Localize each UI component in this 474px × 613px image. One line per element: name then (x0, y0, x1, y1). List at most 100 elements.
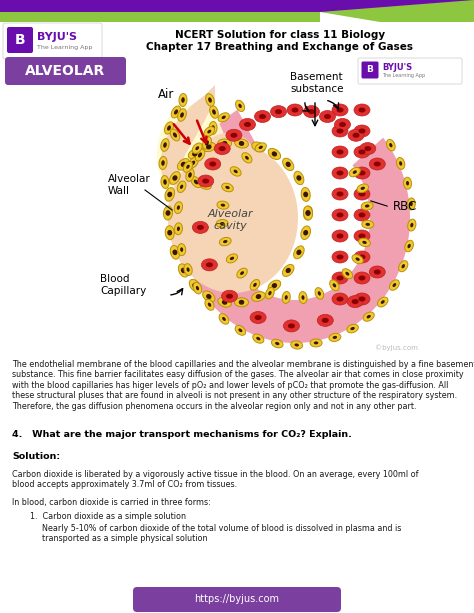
Ellipse shape (211, 125, 215, 131)
Ellipse shape (205, 299, 214, 310)
Ellipse shape (181, 268, 186, 273)
Text: ALVEOLAR: ALVEOLAR (25, 64, 105, 78)
Ellipse shape (329, 333, 341, 341)
Ellipse shape (255, 110, 271, 123)
Ellipse shape (206, 294, 211, 299)
Ellipse shape (161, 160, 165, 166)
Ellipse shape (173, 132, 177, 137)
Ellipse shape (195, 149, 205, 161)
Ellipse shape (239, 118, 255, 131)
Ellipse shape (183, 161, 192, 172)
Ellipse shape (202, 142, 216, 151)
FancyBboxPatch shape (3, 23, 102, 59)
Ellipse shape (303, 230, 308, 235)
Ellipse shape (217, 201, 229, 209)
Ellipse shape (353, 170, 357, 174)
Ellipse shape (240, 271, 244, 275)
Ellipse shape (268, 280, 281, 291)
Ellipse shape (170, 129, 180, 141)
Ellipse shape (322, 318, 329, 323)
Ellipse shape (294, 343, 299, 346)
Ellipse shape (337, 213, 344, 218)
Ellipse shape (365, 223, 370, 226)
Ellipse shape (208, 97, 212, 102)
Ellipse shape (407, 198, 415, 210)
Text: Alveolar
cavity: Alveolar cavity (207, 209, 253, 231)
Ellipse shape (358, 150, 365, 154)
Ellipse shape (306, 210, 310, 216)
Ellipse shape (365, 146, 371, 151)
Ellipse shape (333, 283, 336, 287)
Ellipse shape (238, 104, 242, 108)
Ellipse shape (354, 125, 370, 137)
Ellipse shape (180, 112, 184, 118)
Ellipse shape (335, 118, 350, 131)
Ellipse shape (219, 237, 231, 246)
Ellipse shape (192, 221, 209, 234)
Ellipse shape (165, 188, 174, 201)
Ellipse shape (188, 158, 198, 169)
Ellipse shape (337, 254, 344, 259)
Ellipse shape (161, 139, 169, 151)
Ellipse shape (392, 283, 396, 287)
Ellipse shape (164, 206, 173, 220)
Ellipse shape (275, 109, 282, 114)
Ellipse shape (332, 146, 348, 158)
Ellipse shape (332, 104, 348, 116)
Ellipse shape (188, 172, 192, 178)
Ellipse shape (282, 291, 290, 303)
Ellipse shape (353, 133, 360, 138)
Ellipse shape (337, 107, 344, 113)
Ellipse shape (303, 206, 312, 220)
Ellipse shape (219, 314, 229, 324)
Ellipse shape (352, 299, 359, 304)
Text: NCERT Solution for class 11 Biology: NCERT Solution for class 11 Biology (175, 30, 385, 40)
Ellipse shape (252, 292, 265, 302)
Ellipse shape (255, 145, 261, 150)
Ellipse shape (397, 158, 405, 169)
Ellipse shape (165, 226, 174, 240)
Ellipse shape (350, 327, 355, 330)
Ellipse shape (222, 183, 233, 192)
Ellipse shape (347, 324, 358, 333)
Ellipse shape (285, 268, 291, 273)
Ellipse shape (163, 142, 167, 148)
Ellipse shape (349, 167, 360, 177)
Ellipse shape (337, 297, 344, 302)
Ellipse shape (256, 337, 260, 340)
Text: 4.   What are the major transport mechanisms for CO₂? Explain.: 4. What are the major transport mechanis… (12, 430, 352, 439)
Ellipse shape (292, 107, 299, 113)
Ellipse shape (199, 181, 211, 189)
Ellipse shape (167, 192, 172, 197)
Ellipse shape (255, 315, 262, 320)
Ellipse shape (250, 280, 260, 291)
Ellipse shape (358, 129, 365, 134)
Ellipse shape (272, 151, 277, 156)
Ellipse shape (342, 268, 353, 279)
Polygon shape (180, 110, 410, 343)
Ellipse shape (255, 294, 261, 299)
Bar (0, 22, 474, 60)
Text: BYJU'S: BYJU'S (37, 32, 77, 42)
Ellipse shape (283, 264, 294, 276)
Ellipse shape (410, 223, 413, 227)
Ellipse shape (192, 151, 198, 156)
Ellipse shape (303, 206, 312, 220)
Ellipse shape (192, 283, 198, 288)
Ellipse shape (208, 303, 211, 307)
Text: https://byjus.com: https://byjus.com (194, 595, 280, 604)
Ellipse shape (186, 165, 190, 169)
Ellipse shape (198, 175, 214, 187)
Ellipse shape (332, 209, 348, 221)
Ellipse shape (314, 341, 319, 345)
Ellipse shape (354, 272, 370, 284)
Text: ©byjus.com: ©byjus.com (375, 345, 418, 351)
Ellipse shape (202, 183, 208, 187)
Ellipse shape (268, 148, 281, 159)
Ellipse shape (337, 129, 344, 134)
Ellipse shape (225, 186, 230, 189)
Ellipse shape (374, 270, 381, 275)
Ellipse shape (361, 202, 373, 210)
Ellipse shape (245, 156, 249, 160)
Ellipse shape (227, 254, 237, 263)
